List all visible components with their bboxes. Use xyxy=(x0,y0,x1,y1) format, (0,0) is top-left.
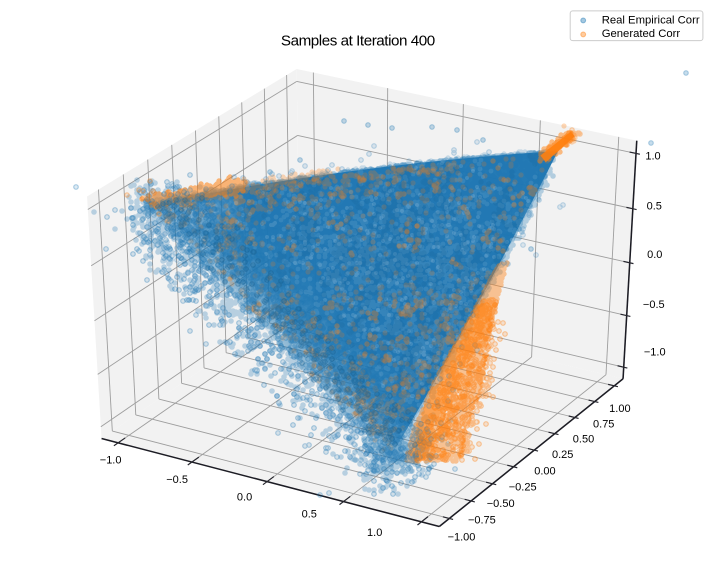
svg-text:0.00: 0.00 xyxy=(534,466,555,478)
svg-text:−0.25: −0.25 xyxy=(509,481,537,493)
svg-text:0.75: 0.75 xyxy=(593,418,614,430)
svg-text:0.50: 0.50 xyxy=(573,434,594,446)
svg-text:−0.5: −0.5 xyxy=(643,299,665,311)
svg-text:1.00: 1.00 xyxy=(609,403,630,415)
svg-text:Generated Corr: Generated Corr xyxy=(602,28,681,40)
svg-text:0.5: 0.5 xyxy=(302,508,317,520)
svg-text:1.0: 1.0 xyxy=(367,527,382,539)
svg-text:1.0: 1.0 xyxy=(645,150,660,162)
svg-text:Real Empirical Corr: Real Empirical Corr xyxy=(602,15,700,27)
svg-text:−1.0: −1.0 xyxy=(100,455,122,467)
svg-text:0.5: 0.5 xyxy=(647,200,662,212)
svg-text:−0.5: −0.5 xyxy=(166,474,188,486)
svg-text:−0.75: −0.75 xyxy=(468,515,496,527)
svg-text:−1.0: −1.0 xyxy=(644,347,666,359)
svg-text:0.0: 0.0 xyxy=(237,491,252,503)
svg-text:−0.50: −0.50 xyxy=(487,498,515,510)
svg-text:Samples at Iteration 400: Samples at Iteration 400 xyxy=(281,32,435,49)
svg-text:0.0: 0.0 xyxy=(647,249,662,261)
svg-text:−1.00: −1.00 xyxy=(448,531,476,543)
svg-text:0.25: 0.25 xyxy=(552,449,573,461)
